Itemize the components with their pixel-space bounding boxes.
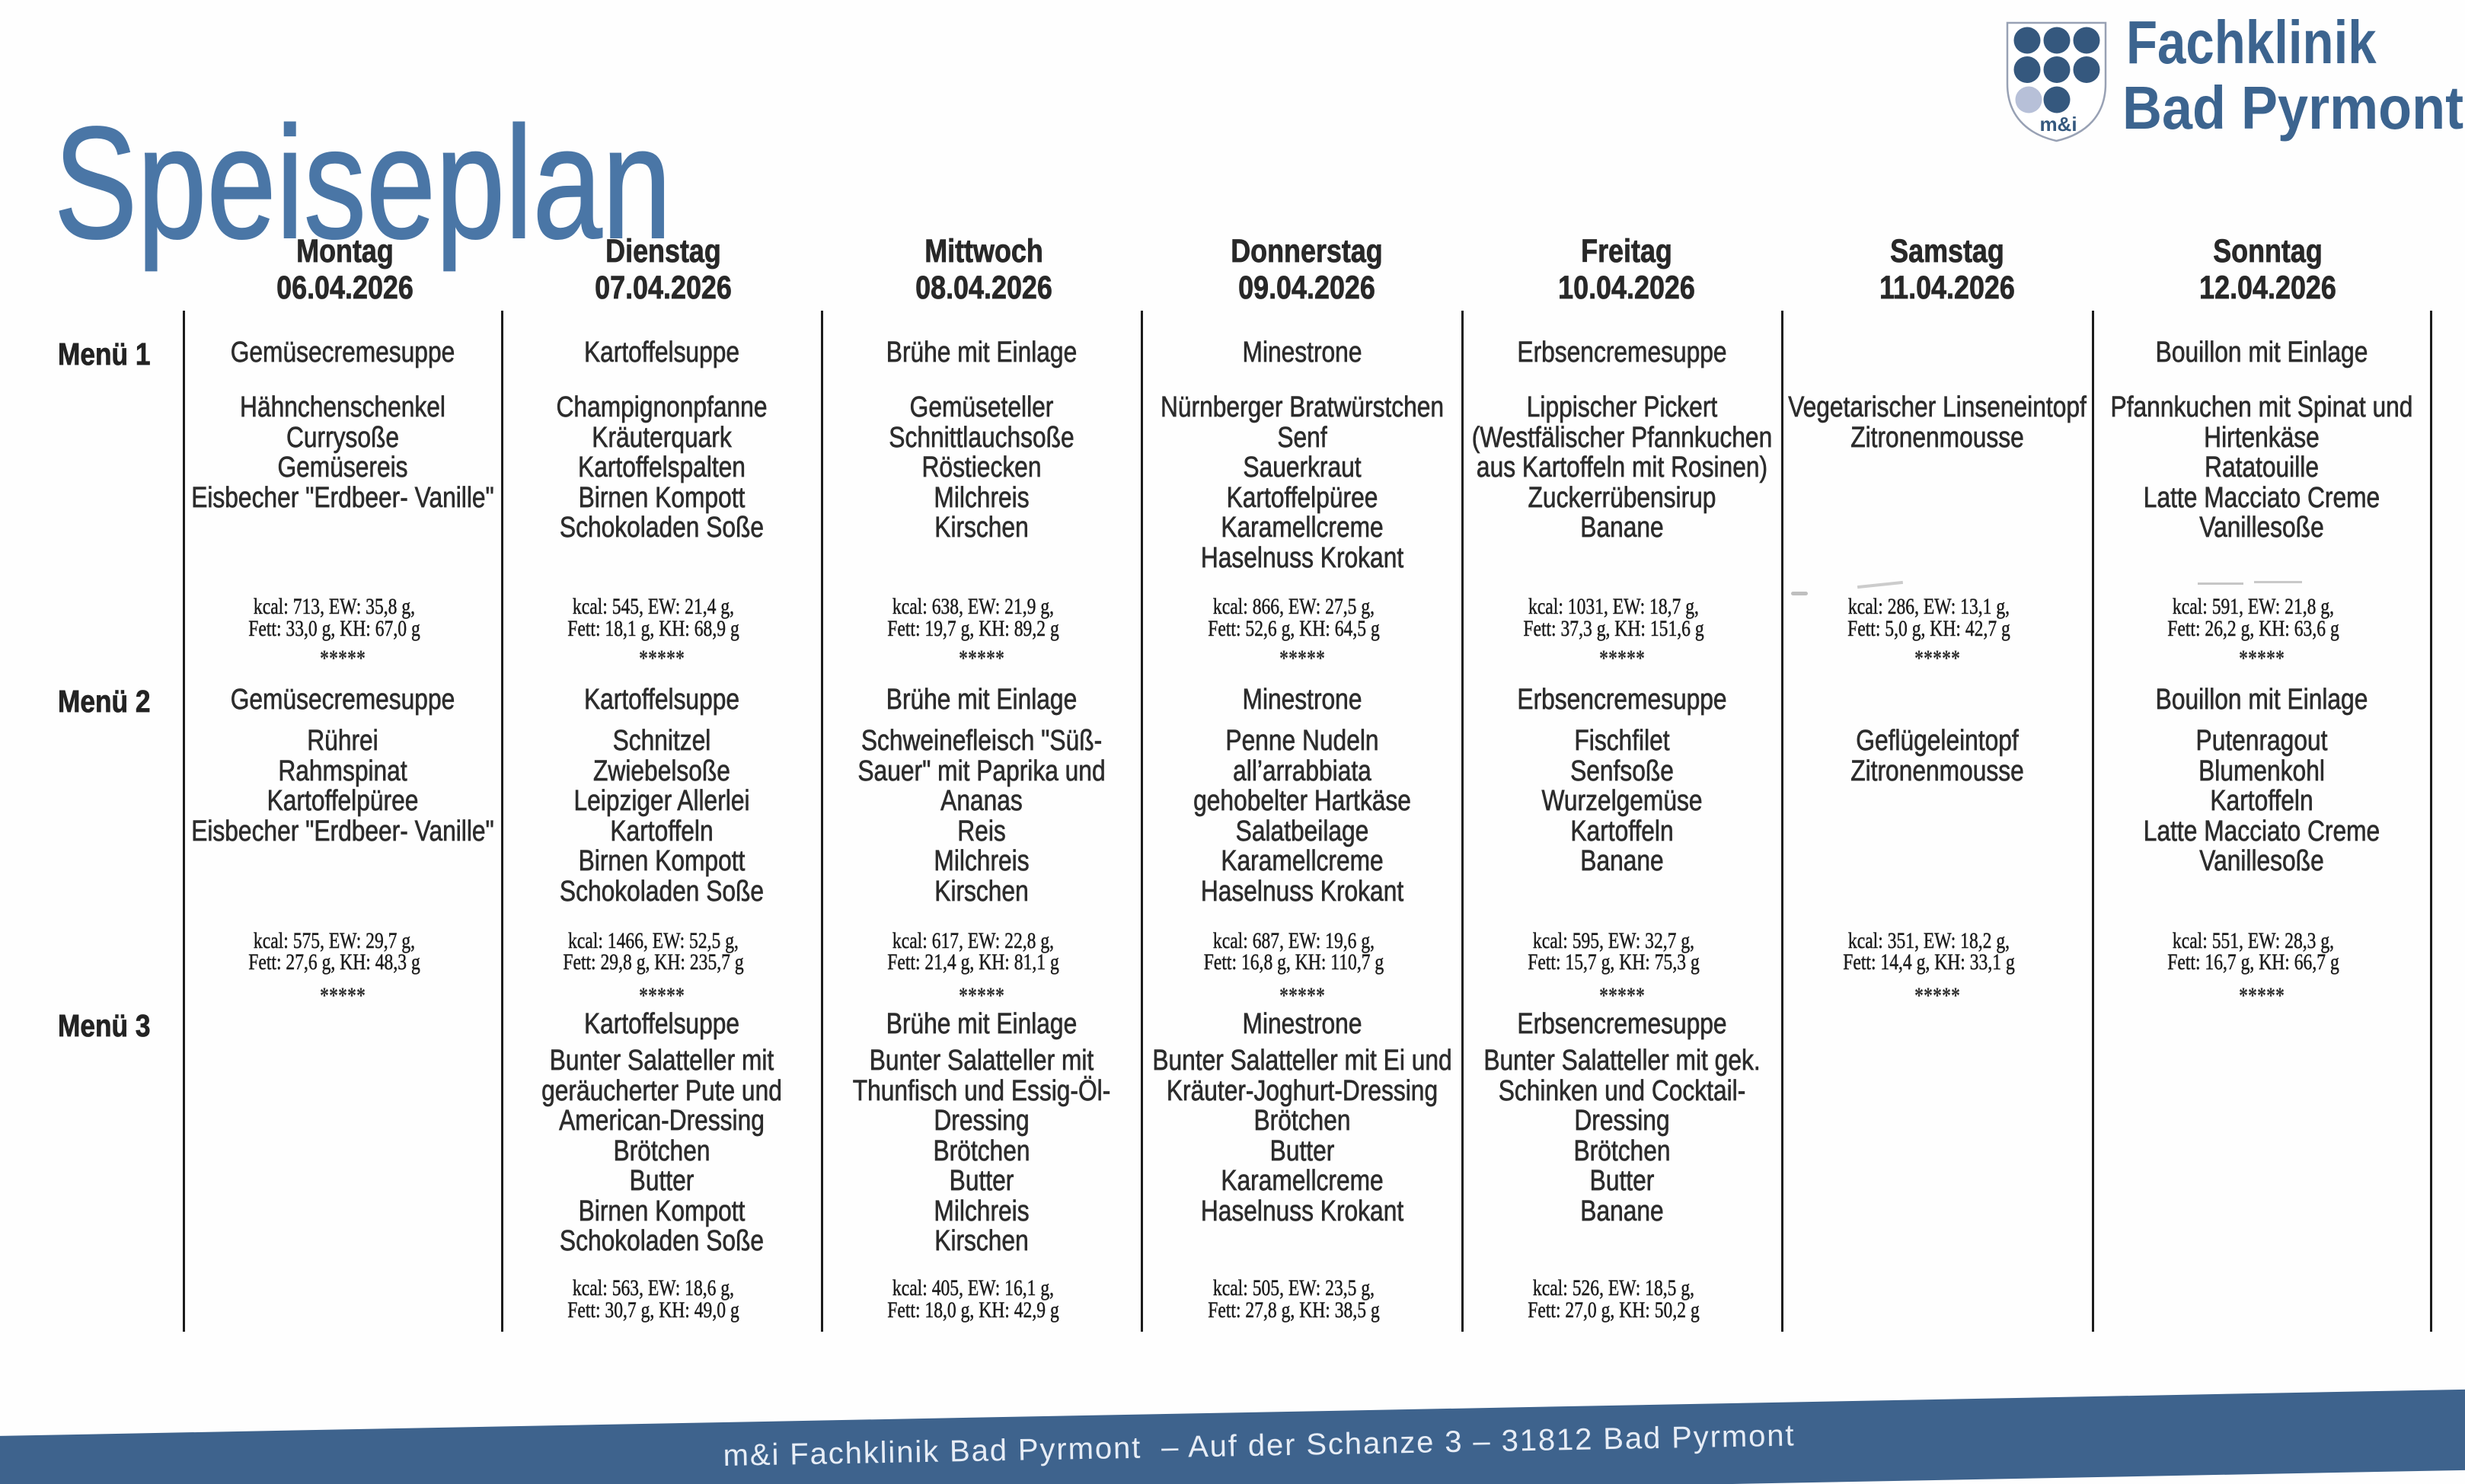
- svg-text:m&i: m&i: [2039, 113, 2077, 136]
